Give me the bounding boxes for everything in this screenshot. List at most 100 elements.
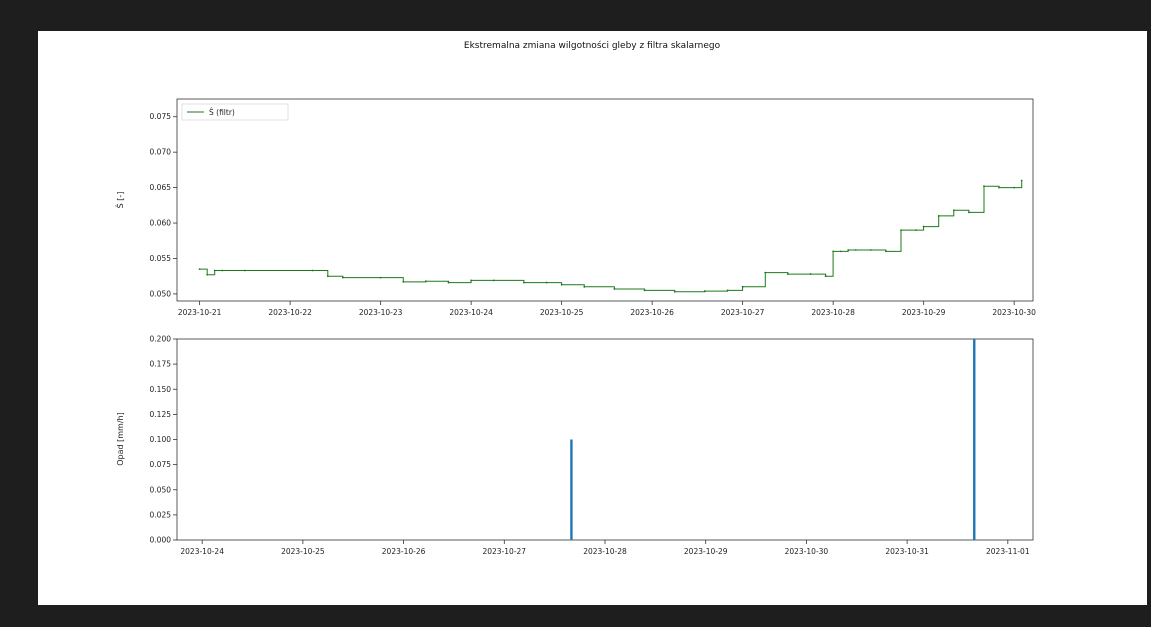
figure-canvas: Ekstremalna zmiana wilgotności gleby z f… [38, 31, 1147, 605]
precip-bar [973, 339, 976, 540]
data-point [402, 280, 405, 283]
data-point [704, 290, 706, 292]
bottom-axes-frame [176, 338, 1034, 541]
legend-box [181, 103, 289, 121]
x-tick-label: 2023-10-31 [885, 547, 929, 556]
top-y-ticks: 0.050 0.055 0.060 0.065 0.070 0.075 [150, 112, 177, 298]
x-tick-label: 2023-10-30 [992, 308, 1036, 317]
data-point [952, 209, 955, 212]
x-tick-label: 2023-11-01 [986, 547, 1030, 556]
figure-svg: Ekstremalna zmiana wilgotności gleby z f… [114, 40, 1036, 556]
data-point [342, 276, 344, 279]
data-point [311, 269, 314, 272]
x-tick-label: 2023-10-22 [268, 308, 312, 317]
y-tick-label: 0.150 [150, 385, 172, 394]
top-y-axis-label: Ŝ [-] [114, 192, 125, 209]
y-tick-label: 0.050 [150, 289, 172, 298]
data-point [326, 275, 329, 278]
data-point [809, 273, 812, 275]
x-tick-label: 2023-10-28 [811, 308, 855, 317]
x-tick-label: 2023-10-30 [785, 547, 829, 556]
y-tick-label: 0.175 [150, 360, 172, 369]
x-tick-label: 2023-10-26 [382, 547, 426, 556]
data-point [854, 249, 857, 251]
y-tick-label: 0.000 [150, 536, 172, 545]
bottom-axes: 0.000 0.025 0.050 0.075 0.100 0.125 0.150 0.175… [116, 335, 1034, 556]
x-tick-label: 2023-10-25 [540, 308, 584, 317]
bottom-plot-area [570, 339, 976, 540]
x-tick-label: 2023-10-28 [583, 547, 627, 556]
x-tick-label: 2023-10-27 [721, 308, 765, 317]
data-point [447, 281, 450, 284]
data-point [492, 279, 495, 282]
data-point [922, 225, 925, 228]
data-point [885, 250, 887, 253]
data-point [206, 273, 209, 276]
series-line [199, 180, 1023, 293]
x-tick-label: 2023-10-24 [449, 308, 493, 317]
data-point [786, 273, 789, 275]
data-point [998, 186, 1000, 189]
data-point [673, 290, 676, 293]
data-point [741, 285, 744, 288]
bottom-y-ticks: 0.000 0.025 0.050 0.075 0.100 0.125 0.150 0.175… [150, 335, 177, 545]
y-tick-label: 0.100 [150, 435, 172, 444]
x-tick-label: 2023-10-25 [281, 547, 325, 556]
x-tick-label: 2023-10-29 [684, 547, 728, 556]
y-tick-label: 0.070 [150, 148, 172, 157]
data-point [523, 281, 525, 284]
data-point [583, 285, 586, 288]
data-point [1013, 186, 1016, 189]
data-point [613, 288, 616, 290]
data-point [470, 279, 473, 282]
bottom-x-ticks: 2023-10-24 2023-10-25 2023-10-26 2023-10-27… [180, 540, 1030, 556]
data-point [832, 250, 835, 253]
precip-bar [570, 439, 573, 540]
top-plot-area [198, 179, 1023, 293]
data-point [983, 185, 985, 188]
data-point [424, 280, 427, 283]
y-tick-label: 0.055 [150, 254, 172, 263]
data-point [198, 268, 201, 271]
top-axes-frame [176, 98, 1034, 302]
data-point [824, 275, 827, 278]
y-tick-label: 0.200 [150, 335, 172, 344]
x-tick-label: 2023-10-21 [178, 308, 222, 317]
chart-title: Ekstremalna zmiana wilgotności gleby z f… [464, 40, 721, 51]
x-tick-label: 2023-10-29 [902, 308, 946, 317]
x-tick-label: 2023-10-27 [482, 547, 526, 556]
data-point [221, 269, 224, 272]
legend: Ŝ (filtr) [181, 103, 289, 121]
data-point [915, 229, 918, 232]
data-point [869, 249, 872, 251]
data-point [560, 283, 563, 286]
data-point [967, 211, 970, 214]
top-x-ticks: 2023-10-21 2023-10-22 2023-10-23 2023-10-24… [178, 301, 1036, 317]
x-tick-label: 2023-10-26 [630, 308, 674, 317]
y-tick-label: 0.075 [150, 460, 172, 469]
data-point [847, 249, 850, 251]
y-tick-label: 0.065 [150, 183, 172, 192]
top-axes: 0.050 0.055 0.060 0.065 0.070 0.075 2023-10-2… [114, 98, 1036, 317]
data-point [643, 289, 646, 292]
data-point [545, 281, 548, 284]
data-point [839, 250, 842, 253]
y-tick-label: 0.125 [150, 410, 172, 419]
data-point [900, 229, 902, 232]
x-tick-label: 2023-10-24 [180, 547, 224, 556]
y-tick-label: 0.050 [150, 485, 172, 494]
bottom-y-axis-label: Opad [mm/h] [116, 412, 125, 466]
x-tick-label: 2023-10-23 [359, 308, 403, 317]
legend-label: Ŝ (filtr) [209, 108, 235, 117]
y-tick-label: 0.075 [150, 112, 172, 121]
data-point [937, 215, 940, 217]
data-point [1020, 179, 1023, 182]
data-point [726, 289, 729, 292]
data-point [379, 276, 382, 279]
data-point [243, 269, 246, 272]
data-point [764, 271, 767, 274]
y-tick-label: 0.025 [150, 510, 172, 519]
y-tick-label: 0.060 [150, 219, 172, 228]
data-point [213, 269, 216, 272]
